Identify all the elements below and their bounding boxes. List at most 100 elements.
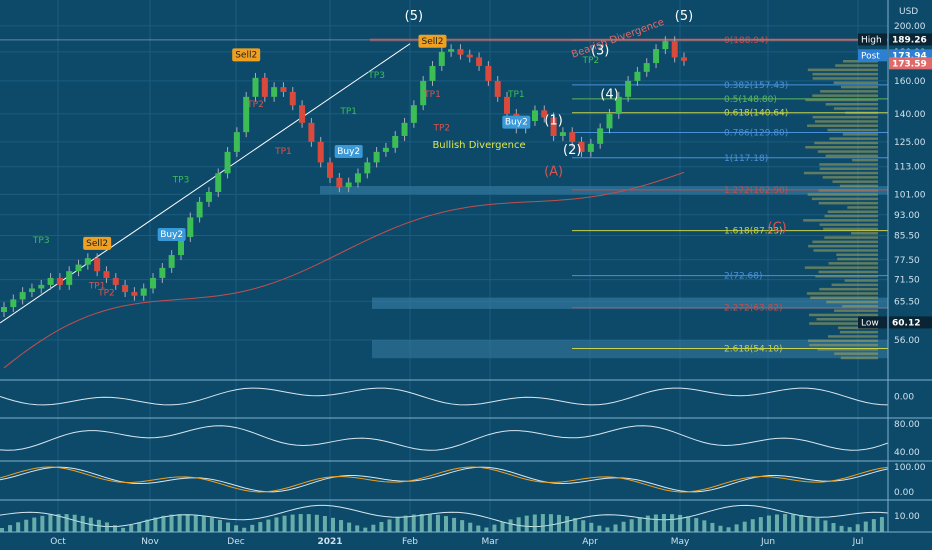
volume-profile-bar <box>833 107 878 110</box>
histogram-bar <box>645 515 650 532</box>
indicator-line <box>0 387 889 406</box>
candle <box>66 271 73 285</box>
price-tick: 140.00 <box>894 110 926 120</box>
histogram-bar <box>855 524 860 532</box>
volume-profile-bar <box>847 206 878 209</box>
volume-profile-bar <box>814 141 878 145</box>
volume-profile-bar <box>826 300 878 304</box>
histogram-bar <box>209 517 214 532</box>
price-badge-value: 60.12 <box>892 318 920 328</box>
time-tick: Jun <box>760 537 775 547</box>
candle <box>420 80 427 106</box>
indicator-line <box>0 466 889 493</box>
histogram-bar <box>783 514 788 532</box>
histogram-bar <box>387 519 392 532</box>
histogram-bar <box>621 521 626 532</box>
time-tick: Oct <box>50 537 66 547</box>
volume-profile-bar <box>831 283 878 287</box>
candle <box>615 96 622 114</box>
histogram-bar <box>750 519 755 532</box>
volume-profile-bar <box>809 313 878 317</box>
candle <box>541 110 548 118</box>
time-tick: Nov <box>141 537 159 547</box>
histogram-bar <box>452 517 457 532</box>
candle <box>84 258 91 265</box>
volume-profile-bar <box>840 356 878 360</box>
histogram-bar <box>678 514 683 532</box>
histogram-bar <box>339 520 344 532</box>
histogram-bar <box>274 517 279 532</box>
volume-profile-bar <box>807 68 878 72</box>
volume-profile-bar <box>819 167 878 170</box>
histogram-bar <box>24 519 29 532</box>
histogram-bar <box>637 517 642 532</box>
candle <box>504 96 511 114</box>
volume-profile-bar <box>816 318 878 321</box>
volume-profile-bar <box>837 326 878 330</box>
wave-label: (C) <box>768 220 787 235</box>
histogram-bar <box>137 522 142 532</box>
volume-profile-bar <box>819 287 878 291</box>
volume-profile-bar <box>827 335 878 338</box>
histogram-bar <box>298 514 303 532</box>
histogram-bar <box>177 514 182 532</box>
signal-label: TP1 <box>274 147 292 157</box>
candle <box>131 292 138 296</box>
candle <box>569 132 576 142</box>
candle <box>112 277 119 285</box>
price-badge-label: High <box>861 35 882 45</box>
indicator-line <box>0 466 889 493</box>
histogram-bar <box>185 514 190 532</box>
histogram-bar <box>32 517 37 532</box>
fib-label: 2.618(54.10) <box>724 344 783 354</box>
volume-profile-bar <box>852 158 878 162</box>
signal-label: Buy2 <box>160 230 183 240</box>
wave-label: (2) <box>563 143 581 158</box>
signal-badge <box>157 227 186 241</box>
candle <box>410 105 417 123</box>
volume-profile-bar <box>825 103 878 106</box>
histogram-bar <box>193 514 198 532</box>
histogram-bar <box>605 527 610 532</box>
histogram-bar <box>508 519 513 532</box>
candle <box>578 141 585 152</box>
candle <box>550 117 557 136</box>
volume-profile-bar <box>840 85 878 89</box>
volume-profile-bar <box>819 223 878 226</box>
fib-label: 0(188.94) <box>724 36 768 46</box>
fib-label: 2.272(63.82) <box>724 304 783 314</box>
candle <box>643 63 650 72</box>
histogram-bar <box>670 514 675 532</box>
candle <box>1 307 7 312</box>
price-tick: 65.50 <box>894 297 920 307</box>
fib-label: 0.786(129.80) <box>724 129 788 139</box>
candle <box>271 87 278 97</box>
histogram-bar <box>363 527 368 532</box>
signal-label: TP3 <box>367 71 385 81</box>
candle <box>457 49 464 55</box>
fib-label: 1(117.18) <box>724 154 768 164</box>
histogram-bar <box>80 515 85 532</box>
histogram-bar <box>661 514 666 532</box>
volume-profile-bar <box>825 154 878 158</box>
histogram-bar <box>314 514 319 532</box>
histogram-bar <box>597 525 602 532</box>
candle <box>354 173 361 183</box>
signal-label: Sell2 <box>422 37 444 47</box>
histogram-bar <box>427 514 432 532</box>
volume-profile-bar <box>818 201 878 205</box>
candle <box>429 65 436 81</box>
candle <box>38 284 45 289</box>
wave-label: (1) <box>544 114 562 129</box>
histogram-bar <box>217 519 222 532</box>
histogram-bar <box>16 522 21 532</box>
histogram-bar <box>823 520 828 532</box>
candle <box>103 271 110 278</box>
histogram-bar <box>258 522 263 532</box>
histogram-bar <box>565 516 570 532</box>
candle <box>373 151 380 163</box>
volume-profile-bar <box>823 227 878 231</box>
signal-label: TP3 <box>32 236 50 246</box>
candle <box>289 91 296 106</box>
